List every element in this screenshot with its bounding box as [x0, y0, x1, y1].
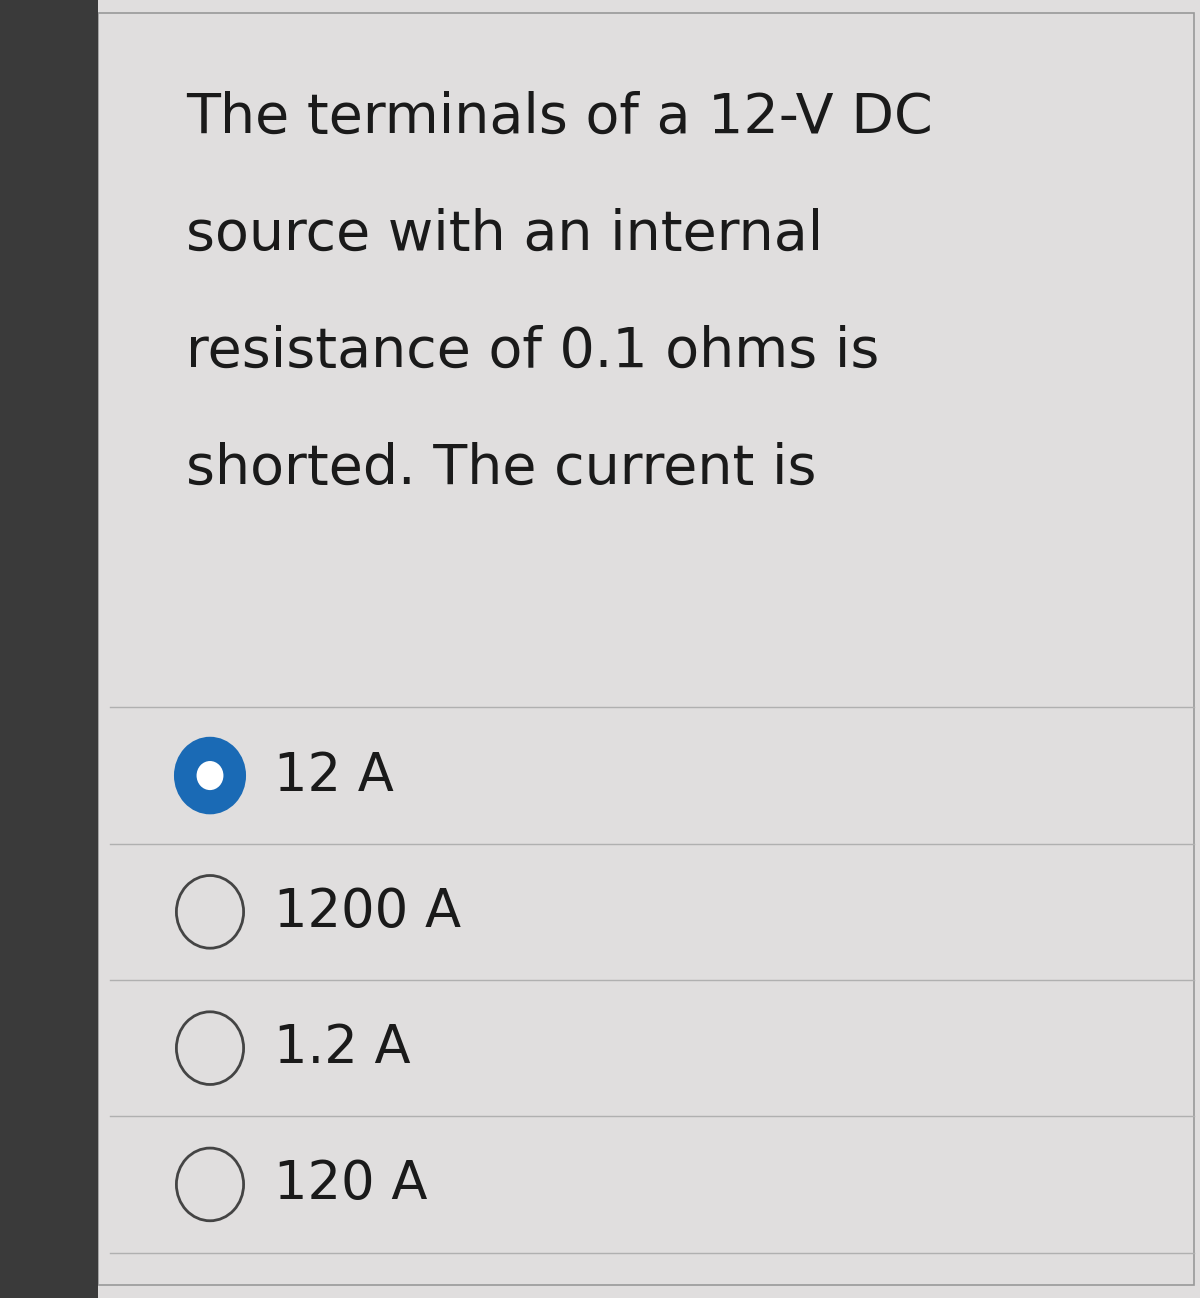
Bar: [0, 0, 98, 1298]
Circle shape: [176, 1012, 244, 1084]
Circle shape: [176, 739, 244, 813]
Text: 120 A: 120 A: [274, 1158, 427, 1211]
FancyBboxPatch shape: [98, 13, 1194, 1285]
Text: 12 A: 12 A: [274, 749, 394, 802]
Circle shape: [176, 1147, 244, 1220]
Text: 1.2 A: 1.2 A: [274, 1022, 410, 1075]
Text: resistance of 0.1 ohms is: resistance of 0.1 ohms is: [186, 324, 880, 379]
Text: source with an internal: source with an internal: [186, 208, 823, 262]
Circle shape: [176, 875, 244, 948]
Text: The terminals of a 12-V DC: The terminals of a 12-V DC: [186, 91, 932, 145]
Text: shorted. The current is: shorted. The current is: [186, 441, 816, 496]
Circle shape: [197, 761, 223, 790]
Text: 1200 A: 1200 A: [274, 885, 461, 938]
